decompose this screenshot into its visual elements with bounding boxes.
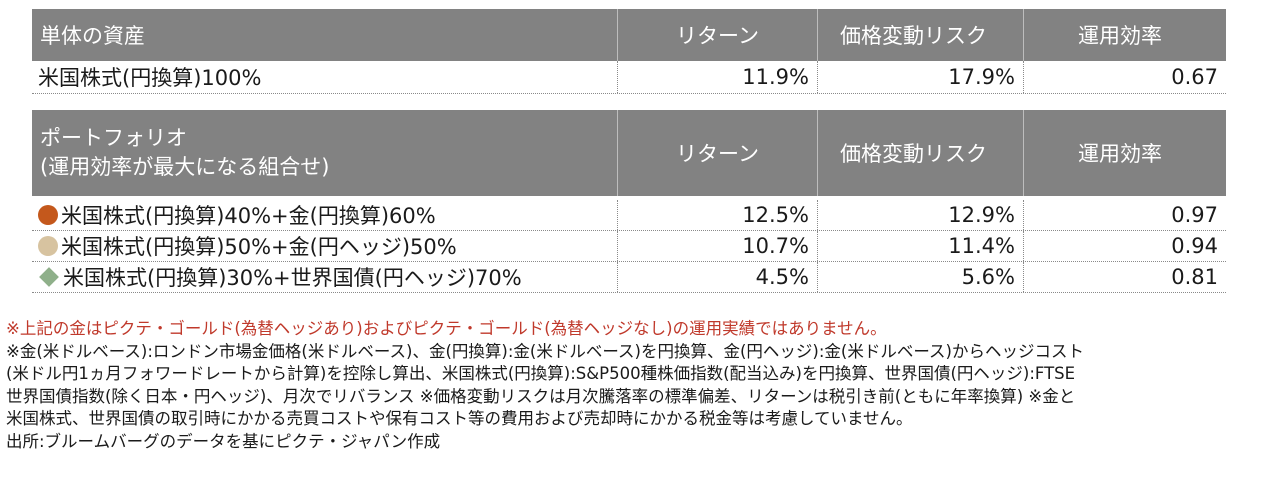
- table-row: 米国株式(円換算)50%+金(円ヘッジ)50% 10.7% 11.4% 0.94: [32, 231, 1226, 262]
- footnotes: ※上記の金はピクテ・ゴールド(為替ヘッジあり)およびピクテ・ゴールド(為替ヘッジ…: [6, 318, 1278, 453]
- header-risk: 価格変動リスク: [817, 9, 1023, 61]
- return-value: 10.7%: [617, 231, 817, 261]
- disclaimer-note: ※上記の金はピクテ・ゴールド(為替ヘッジあり)およびピクテ・ゴールド(為替ヘッジ…: [6, 319, 887, 338]
- return-value: 11.9%: [617, 61, 817, 93]
- return-value: 4.5%: [617, 262, 817, 292]
- header-return: リターン: [617, 9, 817, 61]
- single-asset-table: 単体の資産 リターン 価格変動リスク 運用効率 米国株式(円換算)100% 11…: [32, 9, 1226, 94]
- source-note: 出所:ブルームバーグのデータを基にピクテ・ジャパン作成: [6, 431, 441, 451]
- portfolio-table: ポートフォリオ (運用効率が最大になる組合せ) リターン 価格変動リスク 運用効…: [32, 110, 1226, 293]
- beige-circle-icon: [38, 236, 58, 256]
- asset-name: 米国株式(円換算)100%: [38, 66, 262, 90]
- table-row: 米国株式(円換算)30%+世界国債(円ヘッジ)70% 4.5% 5.6% 0.8…: [32, 262, 1226, 293]
- risk-value: 5.6%: [817, 262, 1023, 292]
- note-line: 世界国債指数(除く日本・円ヘッジ)、月次でリバランス ※価格変動リスクは月次騰落…: [6, 386, 1076, 406]
- header-asset: 単体の資産: [40, 24, 145, 48]
- table-row: 米国株式(円換算)40%+金(円換算)60% 12.5% 12.9% 0.97: [32, 200, 1226, 231]
- table-header: 単体の資産 リターン 価格変動リスク 運用効率: [32, 9, 1226, 61]
- header-efficiency: 運用効率: [1023, 9, 1226, 61]
- orange-circle-icon: [38, 205, 58, 225]
- note-line: (米ドル円1ヵ月フォワードレートから計算)を控除し算出、米国株式(円換算):S&…: [6, 364, 1076, 383]
- risk-value: 12.9%: [817, 200, 1023, 230]
- header-efficiency: 運用効率: [1023, 110, 1226, 196]
- risk-value: 11.4%: [817, 231, 1023, 261]
- efficiency-value: 0.94: [1023, 231, 1226, 261]
- note-line: 米国株式、世界国債の取引時にかかる売買コストや保有コスト等の費用および売却時にか…: [6, 409, 913, 428]
- note-line: ※金(米ドルベース):ロンドン市場金価格(米ドルベース)、金(円換算):金(米ド…: [6, 341, 1084, 361]
- efficiency-value: 0.81: [1023, 262, 1226, 292]
- green-diamond-icon: [39, 267, 59, 287]
- return-value: 12.5%: [617, 200, 817, 230]
- portfolio-name: 米国株式(円換算)40%+金(円換算)60%: [61, 204, 436, 228]
- header-portfolio-title: ポートフォリオ: [40, 126, 187, 150]
- table-header: ポートフォリオ (運用効率が最大になる組合せ) リターン 価格変動リスク 運用効…: [32, 110, 1226, 196]
- header-return: リターン: [617, 110, 817, 196]
- header-portfolio-subtitle: (運用効率が最大になる組合せ): [40, 155, 330, 179]
- header-portfolio: ポートフォリオ (運用効率が最大になる組合せ): [32, 110, 617, 196]
- portfolio-name: 米国株式(円換算)50%+金(円ヘッジ)50%: [61, 235, 457, 259]
- efficiency-value: 0.67: [1023, 61, 1226, 93]
- efficiency-value: 0.97: [1023, 200, 1226, 230]
- header-risk: 価格変動リスク: [817, 110, 1023, 196]
- risk-value: 17.9%: [817, 61, 1023, 93]
- table-row: 米国株式(円換算)100% 11.9% 17.9% 0.67: [32, 61, 1226, 94]
- portfolio-name: 米国株式(円換算)30%+世界国債(円ヘッジ)70%: [63, 266, 522, 290]
